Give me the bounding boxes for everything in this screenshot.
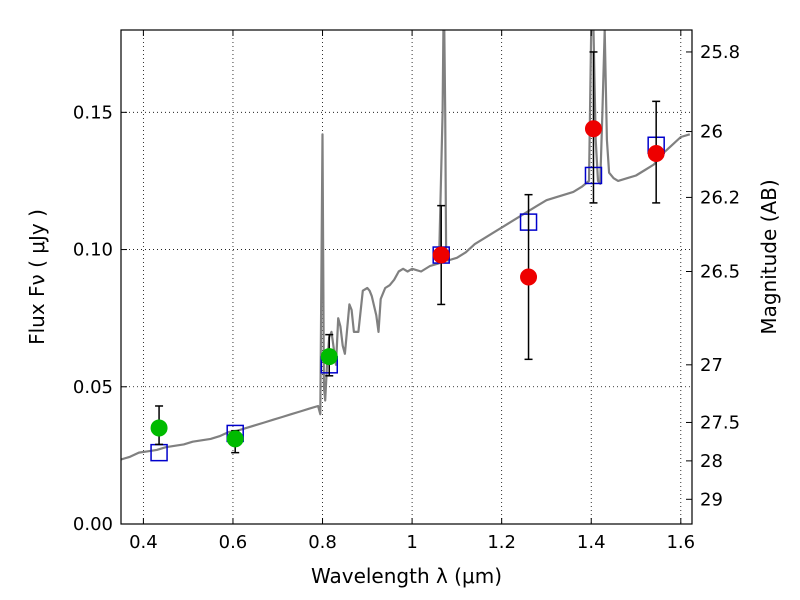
photometry-markers xyxy=(150,51,665,462)
y-tick-label: 0.10 xyxy=(73,240,113,261)
x-axis-label: Wavelength λ (μm) xyxy=(311,564,502,588)
x-tick-label: 1.6 xyxy=(666,532,695,553)
y2-tick-label: 29 xyxy=(700,489,723,510)
y2-axis-label: Magnitude (AB) xyxy=(757,179,781,334)
data-point xyxy=(520,268,538,286)
axis-ticks: 0.4 0.6 0.8 1 1.2 1.4 1.6 0.00 0.05 0.10 0.15 25.8 2… xyxy=(73,30,740,553)
x-tick-label: 0.6 xyxy=(219,532,248,553)
y2-tick-label: 25.8 xyxy=(700,42,740,63)
data-point xyxy=(150,419,168,437)
plot-frame xyxy=(120,29,693,525)
data-point xyxy=(226,430,244,448)
data-point xyxy=(584,120,602,138)
y2-tick-label: 26.2 xyxy=(700,187,740,208)
y2-tick-label: 28 xyxy=(700,451,723,472)
data-point xyxy=(432,246,450,264)
spectrum-series xyxy=(121,30,691,461)
y-tick-label: 0.15 xyxy=(73,102,113,123)
x-tick-label: 1.4 xyxy=(577,532,606,553)
y-axis-label: Flux Fν ( μJy ) xyxy=(25,209,49,345)
x-tick-label: 0.8 xyxy=(308,532,337,553)
y2-tick-label: 27 xyxy=(700,355,723,376)
data-point xyxy=(320,348,338,366)
y2-tick-label: 27.5 xyxy=(700,412,740,433)
y2-tick-label: 26.5 xyxy=(700,262,740,283)
data-point xyxy=(647,145,665,162)
y-tick-label: 0.05 xyxy=(73,377,113,398)
x-tick-label: 1.2 xyxy=(487,532,516,553)
spectrum-line xyxy=(121,30,691,461)
y-tick-label: 0.00 xyxy=(73,514,113,535)
x-tick-label: 0.4 xyxy=(129,532,158,553)
y2-tick-label: 26 xyxy=(700,122,723,143)
x-tick-label: 1 xyxy=(406,532,417,553)
